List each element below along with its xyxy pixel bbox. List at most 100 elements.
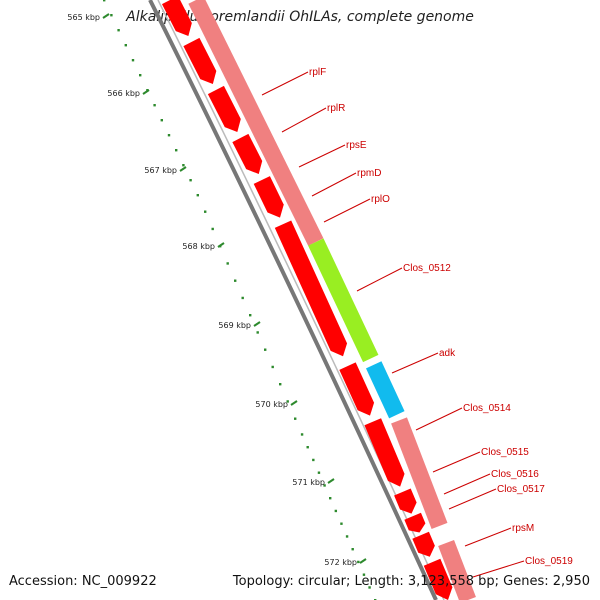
ruler-tick-label: 570 kbp (255, 400, 288, 409)
gene-label-rplf: rplF (309, 67, 326, 78)
ruler-dot (182, 164, 185, 167)
ruler-dot (286, 400, 289, 403)
genome-stats-text: Topology: circular; Length: 3,123,558 bp… (232, 574, 590, 589)
ruler-dot (204, 210, 207, 213)
cds-arrow (412, 531, 435, 557)
ruler-tick-label: 572 kbp (324, 558, 357, 567)
ruler-dot (323, 484, 326, 487)
gene-label-leader (281, 107, 327, 133)
accession-text: Accession: NC_009922 (9, 574, 157, 589)
ruler-dot (334, 509, 338, 513)
ruler-tick (102, 13, 110, 19)
gene-adk-block (366, 361, 405, 419)
gene-label-leader (415, 407, 463, 431)
ruler-dot (345, 535, 349, 538)
gene-label-clos_0516: Clos_0516 (491, 469, 539, 480)
ruler-dot (279, 383, 282, 386)
ruler-tick-label: 566 kbp (107, 89, 140, 98)
cds-arrow (161, 0, 192, 36)
gene-label-adk: adk (439, 348, 456, 359)
cds-band-lower (391, 417, 448, 529)
gene-label-leader (443, 473, 491, 495)
ruler-dot (124, 44, 127, 47)
ruler-dot (340, 522, 343, 525)
ruler-tick-label: 568 kbp (182, 242, 215, 251)
ruler-dot (110, 14, 113, 17)
gene-label-leader (261, 71, 309, 96)
gene-label-clos_0514: Clos_0514 (463, 403, 511, 414)
ruler-dot (153, 104, 156, 107)
cds-arrow (364, 418, 405, 487)
ruler-dot (271, 365, 274, 369)
gene-label-rpmd: rpmD (357, 168, 381, 179)
ruler-tick-label: 565 kbp (67, 13, 100, 22)
ruler-dot (234, 279, 237, 282)
ruler-tick (142, 89, 150, 95)
ruler-dot (306, 446, 309, 449)
gene-label-leader (464, 527, 512, 547)
ruler-dot (196, 194, 199, 197)
ruler-tick-label: 567 kbp (144, 166, 177, 175)
cds-arrow (207, 85, 241, 132)
backbone-inner (157, 0, 445, 600)
ruler-dot (167, 134, 171, 137)
ruler-tick (359, 558, 367, 564)
ruler-dot (368, 586, 371, 589)
ruler-dot (241, 296, 244, 300)
gene-label-rplo: rplO (371, 194, 390, 205)
cds-arrow (394, 488, 417, 514)
backbone-outer (148, 0, 438, 600)
ruler-tick (179, 166, 187, 172)
genome-backbone (148, 0, 445, 600)
cds-arrow (423, 558, 453, 600)
ruler-dot (357, 560, 360, 564)
gene-label-clos_0515: Clos_0515 (481, 447, 529, 458)
cds-band-bottom (438, 539, 476, 600)
ruler-dot (317, 471, 321, 474)
cds-arrow (232, 133, 263, 174)
ruler-dot (312, 458, 315, 462)
ruler-dot (226, 262, 229, 265)
cds-arrow (183, 37, 217, 84)
ruler-dot (264, 348, 267, 351)
gene-label-leader (391, 352, 439, 374)
gene-label-leader (356, 267, 403, 292)
cds-arrow (274, 220, 348, 357)
gene-label-clos_0512: Clos_0512 (403, 263, 451, 274)
ruler-dot (362, 573, 366, 576)
gene-label-rplr: rplR (327, 103, 345, 114)
gene-label-leader (298, 144, 346, 168)
cds-arrow (339, 362, 375, 416)
ruler-dot (160, 119, 163, 122)
ruler-dot (103, 0, 106, 2)
gene-label-leader (323, 198, 371, 223)
ruler-dot (329, 497, 332, 500)
kbp-ruler: 565 kbp 566 kbp 567 kbp 568 kbp 569 kbp 570 k… (67, 0, 377, 600)
cds-band-upper (188, 0, 324, 246)
ruler-dot (256, 331, 259, 334)
ruler-dot (139, 74, 142, 77)
cds-arrow (404, 512, 426, 533)
gene-clos0512-block (308, 238, 379, 363)
gene-label-clos_0519: Clos_0519 (525, 556, 573, 567)
gene-label-clos_0517: Clos_0517 (497, 484, 545, 495)
gene-label-leader (472, 560, 525, 578)
gene-label-rpse: rpsE (346, 140, 367, 151)
gene-label-leader (448, 488, 497, 510)
ruler-dot (131, 59, 135, 62)
ruler-tick (327, 478, 335, 484)
gene-label-rpsm: rpsM (512, 523, 534, 534)
ruler-tick-label: 569 kbp (218, 321, 251, 330)
ruler-dot (175, 149, 178, 152)
gene-label-leader (432, 451, 481, 473)
cds-arrow (253, 176, 284, 218)
ruler-dot (211, 227, 214, 231)
gene-label-leader (311, 172, 357, 197)
ruler-dot (300, 433, 304, 436)
ruler-dot (294, 417, 297, 420)
ruler-dot (249, 314, 252, 317)
ruler-tick (253, 321, 261, 327)
ruler-tick (290, 400, 298, 406)
